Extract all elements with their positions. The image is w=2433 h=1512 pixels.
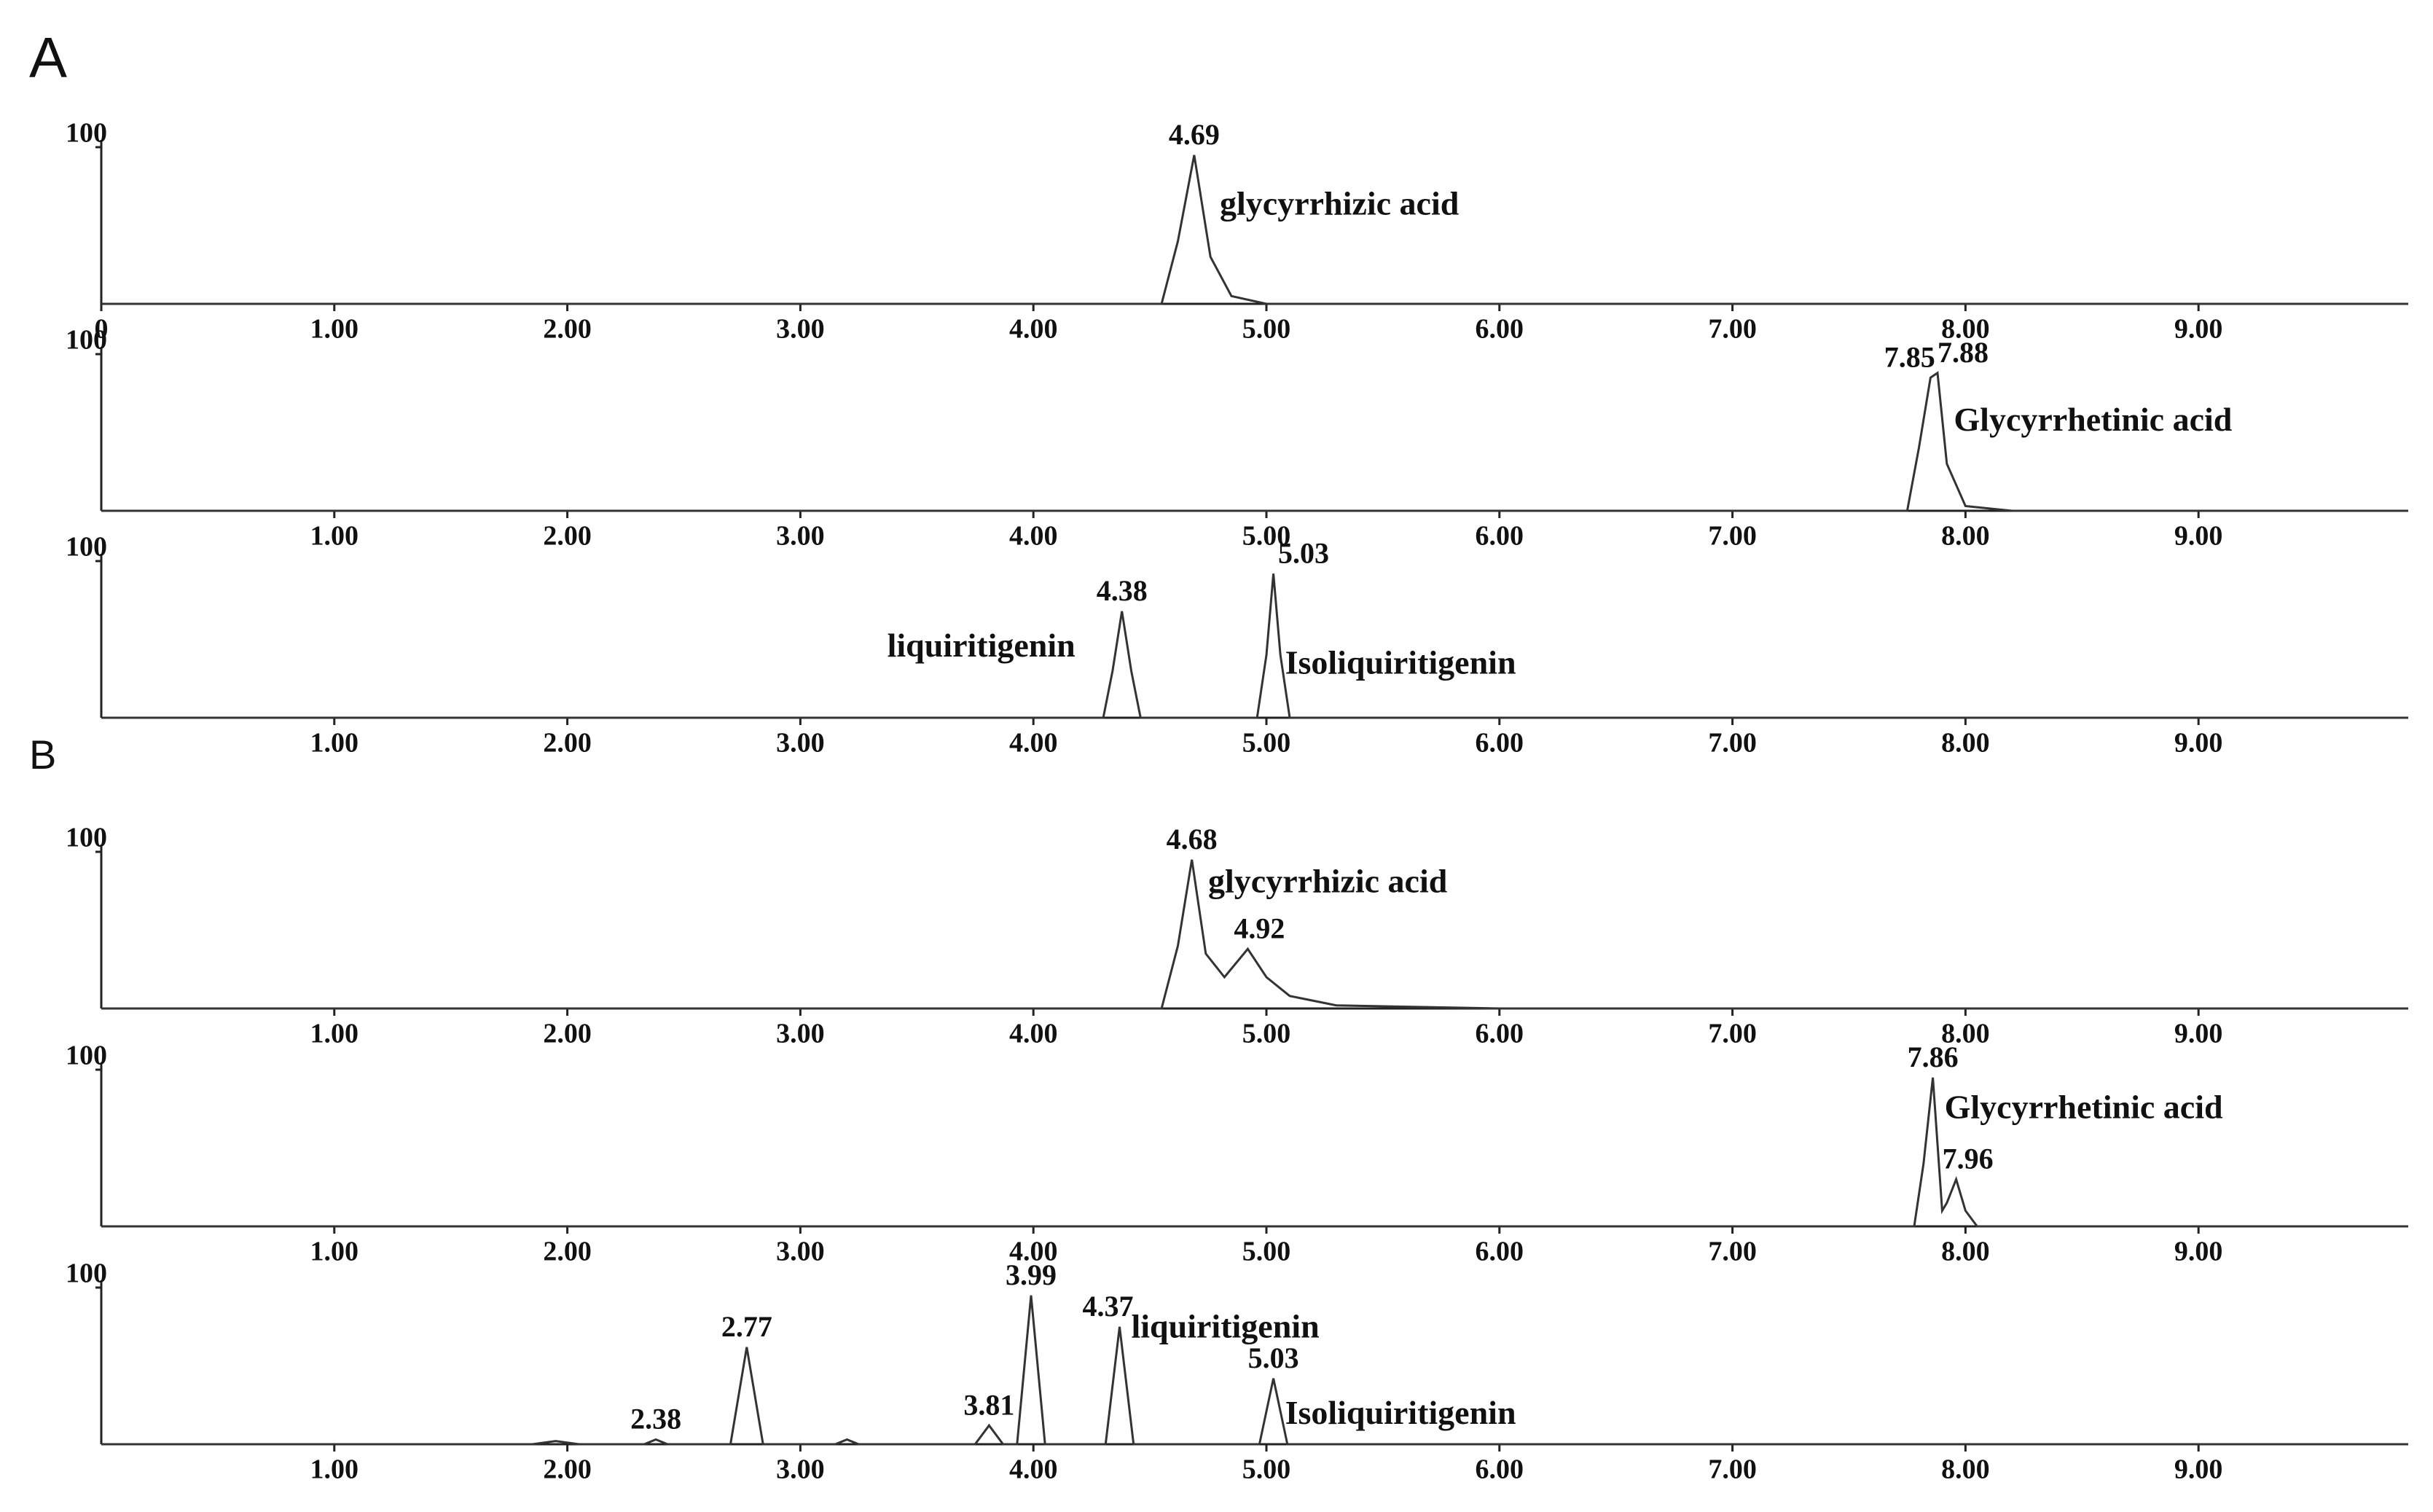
trace [101, 859, 2408, 1010]
peak-label: 4.92 [1234, 912, 1285, 944]
x-tick-label: 7.00 [1708, 1019, 1757, 1049]
x-tick-label: 8.00 [1941, 728, 1990, 759]
peak-label: 7.85 [1884, 340, 1935, 373]
y-tick-label: 100 [66, 532, 107, 563]
x-tick-label: 3.00 [776, 728, 825, 759]
x-tick-label: 3.00 [776, 1454, 825, 1485]
trace [101, 154, 2408, 305]
x-tick-label: 4.00 [1009, 521, 1058, 552]
x-tick-label: 4.00 [1009, 314, 1058, 345]
y-tick-label: 100 [66, 325, 107, 356]
peak-label: 4.69 [1169, 118, 1220, 151]
panel-label: A [29, 26, 67, 90]
x-tick-label: 3.00 [776, 521, 825, 552]
peak-label: 5.03 [1248, 1341, 1299, 1374]
peak-label: 3.81 [963, 1388, 1014, 1421]
x-tick-label: 6.00 [1476, 1454, 1524, 1485]
peak-label: 5.03 [1278, 536, 1329, 569]
x-tick-label: 9.00 [2174, 521, 2223, 552]
peak-label: 2.38 [630, 1403, 681, 1435]
x-tick-label: 9.00 [2174, 1454, 2223, 1485]
compound-label: liquiritigenin [1132, 1308, 1320, 1345]
x-tick-label: 4.00 [1009, 728, 1058, 759]
panel-label: B [29, 732, 56, 777]
x-tick-label: 5.00 [1242, 521, 1291, 552]
x-tick-label: 3.00 [776, 1019, 825, 1049]
x-tick-label: 5.00 [1242, 314, 1291, 345]
y-tick-label: 100 [66, 1041, 107, 1071]
y-tick-label: 100 [66, 118, 107, 149]
x-tick-label: 9.00 [2174, 1237, 2223, 1267]
x-tick-label: 8.00 [1941, 314, 1990, 345]
compound-label: glycyrrhizic acid [1208, 863, 1448, 900]
x-tick-label: 1.00 [310, 1019, 359, 1049]
x-tick-label: 1.00 [310, 1237, 359, 1267]
y-tick-label: 100 [66, 1258, 107, 1289]
peak-label: 7.86 [1908, 1041, 1959, 1073]
peak-label: 3.99 [1006, 1258, 1057, 1291]
x-tick-label: 8.00 [1941, 521, 1990, 552]
x-tick-label: 0 [95, 314, 109, 345]
x-tick-label: 7.00 [1708, 1237, 1757, 1267]
x-tick-label: 5.00 [1242, 728, 1291, 759]
x-tick-label: 7.00 [1708, 1454, 1757, 1485]
x-tick-label: 2.00 [543, 1237, 592, 1267]
peak-label: 2.77 [721, 1310, 772, 1343]
x-tick-label: 3.00 [776, 314, 825, 345]
x-tick-label: 1.00 [310, 1454, 359, 1485]
x-tick-label: 9.00 [2174, 314, 2223, 345]
x-tick-label: 2.00 [543, 1019, 592, 1049]
compound-label: liquiritigenin [888, 627, 1076, 664]
compound-label: Glycyrrhetinic acid [1945, 1088, 2223, 1125]
x-tick-label: 4.00 [1009, 1237, 1058, 1267]
x-tick-label: 6.00 [1476, 1019, 1524, 1049]
x-tick-label: 6.00 [1476, 1237, 1524, 1267]
peak-label: 4.37 [1083, 1290, 1134, 1323]
trace [101, 1077, 2408, 1228]
compound-label: glycyrrhizic acid [1220, 184, 1460, 222]
x-tick-label: 7.00 [1708, 314, 1757, 345]
x-tick-label: 4.00 [1009, 1454, 1058, 1485]
x-tick-label: 9.00 [2174, 1019, 2223, 1049]
x-tick-label: 1.00 [310, 314, 359, 345]
x-tick-label: 8.00 [1941, 1237, 1990, 1267]
x-tick-label: 6.00 [1476, 521, 1524, 552]
trace [101, 573, 2408, 719]
x-tick-label: 5.00 [1242, 1454, 1291, 1485]
x-tick-label: 8.00 [1941, 1019, 1990, 1049]
peak-label: 4.68 [1167, 823, 1218, 855]
x-tick-label: 7.00 [1708, 521, 1757, 552]
x-tick-label: 9.00 [2174, 728, 2223, 759]
x-tick-label: 6.00 [1476, 728, 1524, 759]
compound-label: Isoliquiritigenin [1285, 644, 1516, 681]
x-tick-label: 2.00 [543, 728, 592, 759]
x-tick-label: 1.00 [310, 728, 359, 759]
peak-label: 4.38 [1097, 574, 1148, 607]
x-tick-label: 5.00 [1242, 1019, 1291, 1049]
x-tick-label: 5.00 [1242, 1237, 1291, 1267]
trace [101, 371, 2408, 512]
compound-label: Isoliquiritigenin [1285, 1394, 1516, 1431]
x-tick-label: 6.00 [1476, 314, 1524, 345]
x-tick-label: 8.00 [1941, 1454, 1990, 1485]
compound-label: Glycyrrhetinic acid [1954, 401, 2232, 438]
x-tick-label: 7.00 [1708, 728, 1757, 759]
x-tick-label: 2.00 [543, 1454, 592, 1485]
x-tick-label: 4.00 [1009, 1019, 1058, 1049]
trace [101, 1295, 2408, 1446]
x-tick-label: 3.00 [776, 1237, 825, 1267]
peak-label: 7.96 [1943, 1143, 1994, 1175]
x-tick-label: 2.00 [543, 521, 592, 552]
y-tick-label: 100 [66, 823, 107, 853]
x-tick-label: 1.00 [310, 521, 359, 552]
peak-label: 7.88 [1938, 336, 1989, 369]
x-tick-label: 2.00 [543, 314, 592, 345]
